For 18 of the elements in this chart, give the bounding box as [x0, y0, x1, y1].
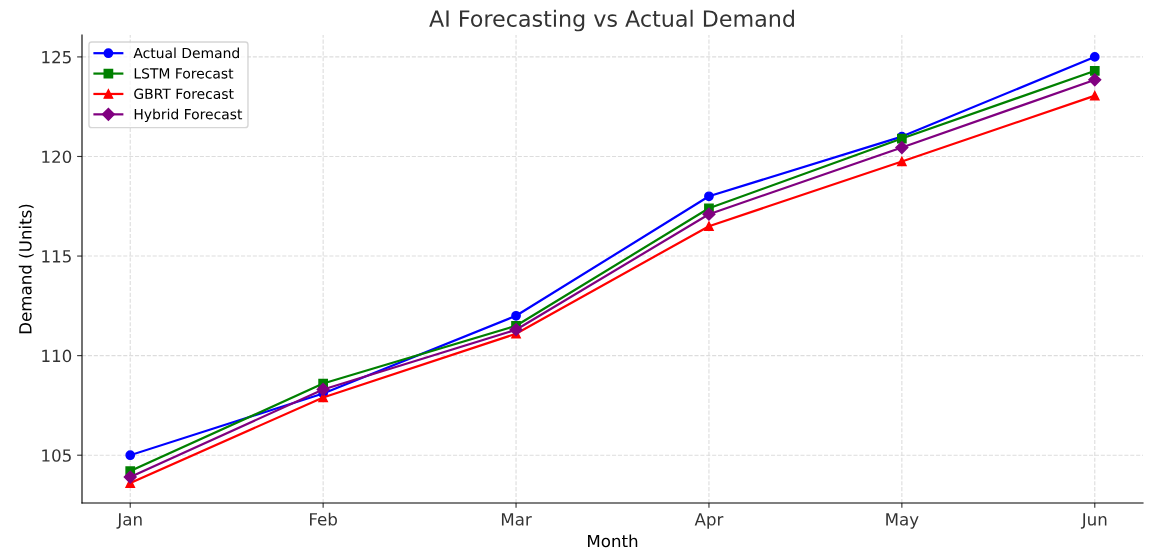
x-tick-label: Feb	[310, 512, 337, 526]
x-tick-label: Mar	[501, 513, 532, 526]
legend-label: Hybrid Forecast	[134, 108, 243, 123]
y-tick-label: 105	[42, 449, 71, 462]
y-tick-label: 120	[42, 150, 72, 164]
chart-title: AI Forecasting vs Actual Demand	[429, 9, 794, 32]
x-axis-title: Month	[588, 534, 638, 548]
x-tick-label: Jun	[1080, 513, 1107, 529]
x-tick-label: May	[886, 513, 919, 529]
x-tick-label: Jan	[116, 513, 142, 529]
y-tick-label: 115	[42, 250, 71, 263]
y-tick-label: 110	[42, 349, 72, 363]
y-axis-title: Demand (Units)	[18, 204, 34, 334]
legend-label: Actual Demand	[133, 47, 239, 59]
y-tick-label: 125	[42, 50, 71, 64]
legend-label: GBRT Forecast	[134, 88, 234, 100]
x-tick-label: Apr	[694, 513, 724, 529]
legend-label: LSTM Forecast	[134, 68, 234, 79]
